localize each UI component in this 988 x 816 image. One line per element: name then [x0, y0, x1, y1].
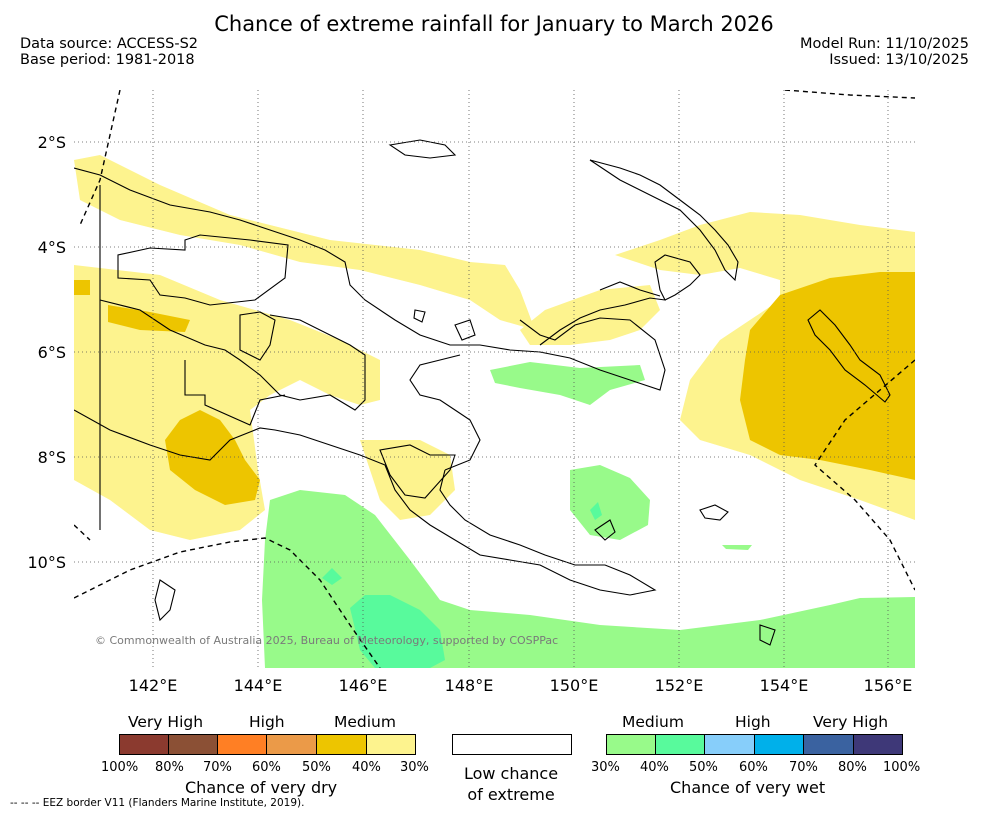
wet-medium-high-regions: [322, 502, 602, 668]
dry-tick: 70%: [203, 760, 232, 775]
base-period: Base period: 1981-2018: [20, 52, 195, 68]
dry-tick: 50%: [302, 760, 331, 775]
eez-borders: [74, 90, 915, 668]
lon-tick: 152°E: [655, 676, 704, 695]
lon-tick: 150°E: [550, 676, 599, 695]
wet-swatch: [606, 734, 656, 755]
dry-tick: 40%: [352, 760, 381, 775]
dry-swatch: [266, 734, 317, 755]
wet-header-high: High: [735, 713, 771, 731]
data-source: Data source: ACCESS-S2: [20, 36, 199, 52]
copyright-notice: © Commonwealth of Australia 2025, Bureau…: [95, 634, 559, 647]
wet-swatch: [803, 734, 854, 755]
lat-tick: 2°S: [38, 133, 66, 152]
wet-header-medium: Medium: [622, 713, 684, 731]
dry-header-medium: Medium: [334, 713, 396, 731]
low-chance-label-line2: of extreme: [467, 785, 555, 804]
wet-tick: 60%: [739, 760, 768, 775]
latitude-ticks: 2°S 4°S 6°S 8°S 10°S: [27, 133, 66, 572]
lat-tick: 8°S: [38, 448, 66, 467]
longitude-ticks: 142°E 144°E 146°E 148°E 150°E 152°E 154°…: [129, 676, 913, 695]
rainfall-map: 2°S 4°S 6°S 8°S 10°S 142°E 144°E 146°E 1…: [27, 90, 915, 695]
map-title: Chance of extreme rainfall for January t…: [214, 12, 774, 36]
dry-swatch: [366, 734, 416, 755]
lon-tick: 148°E: [445, 676, 494, 695]
lon-tick: 146°E: [339, 676, 388, 695]
wet-header-very-high: Very High: [813, 713, 889, 731]
lon-tick: 156°E: [864, 676, 913, 695]
wet-tick: 70%: [789, 760, 818, 775]
dry-tick: 100%: [101, 760, 139, 775]
islands: [154, 139, 891, 646]
wet-swatch: [655, 734, 705, 755]
dry-tick: 60%: [252, 760, 281, 775]
model-run: Model Run: 11/10/2025: [799, 36, 969, 52]
lon-tick: 142°E: [129, 676, 178, 695]
coastlines: [74, 167, 666, 596]
dry-swatch: [217, 734, 267, 755]
lon-tick: 144°E: [234, 676, 283, 695]
low-chance-label-line1: Low chance: [463, 764, 559, 783]
dry-header-high: High: [249, 713, 285, 731]
lat-tick: 4°S: [38, 238, 66, 257]
dry-tick: 30%: [400, 760, 429, 775]
wet-tick: 100%: [883, 760, 921, 775]
graticule: [74, 90, 915, 668]
dry-legend-label: Chance of very dry: [185, 778, 338, 797]
issued-date: Issued: 13/10/2025: [829, 52, 969, 68]
wet-tick: 80%: [838, 760, 867, 775]
wet-tick: 50%: [689, 760, 718, 775]
dry-header-very-high: Very High: [128, 713, 204, 731]
dry-tick: 80%: [155, 760, 184, 775]
wet-swatch: [853, 734, 903, 755]
eez-footnote: -- -- -- EEZ border V11 (Flanders Marine…: [10, 797, 305, 809]
wet-tick: 40%: [640, 760, 669, 775]
dry-swatch: [168, 734, 218, 755]
wet-tick: 30%: [591, 760, 620, 775]
lat-tick: 6°S: [38, 343, 66, 362]
wet-swatch: [754, 734, 804, 755]
wet-swatch: [704, 734, 755, 755]
wet-legend-label: Chance of very wet: [670, 778, 826, 797]
lat-tick: 10°S: [27, 553, 66, 572]
dry-swatch: [119, 734, 169, 755]
low-chance-swatch: [452, 734, 572, 755]
dry-swatch: [316, 734, 367, 755]
map-plot-area: [74, 90, 915, 668]
lon-tick: 154°E: [760, 676, 809, 695]
